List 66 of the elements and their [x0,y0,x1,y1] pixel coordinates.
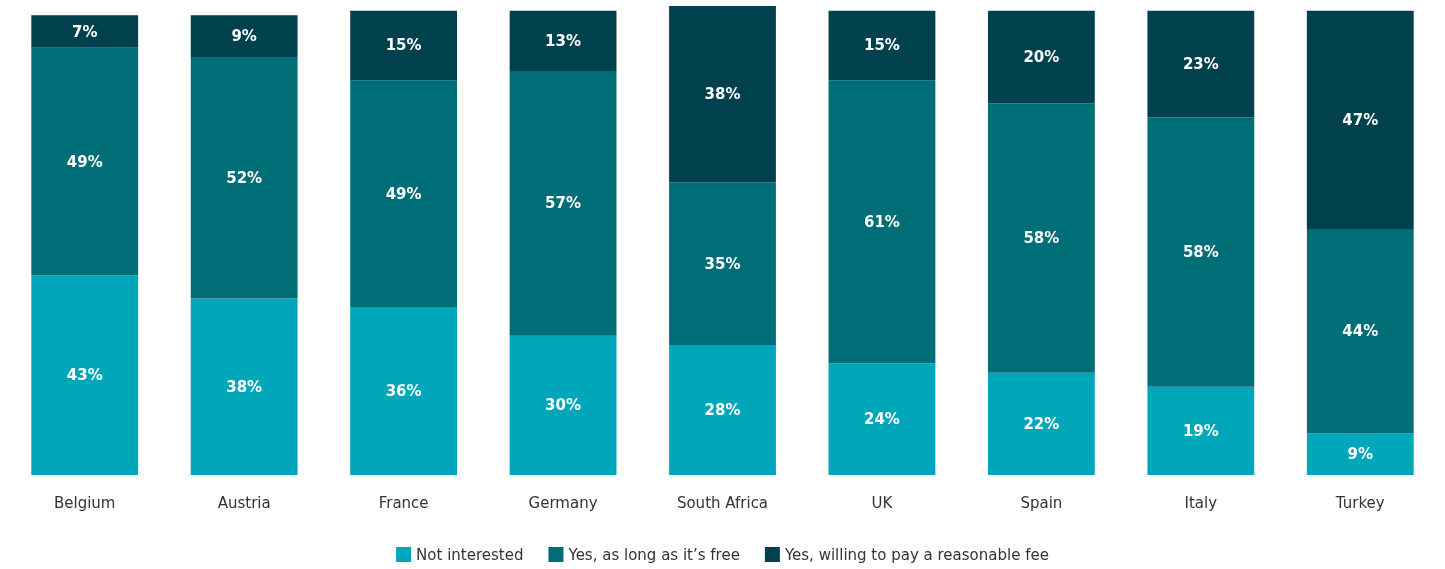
data-label: 47% [1342,110,1379,129]
data-label: 43% [66,366,103,385]
bar [669,6,776,183]
bar [350,80,458,308]
x-tick-label: France [378,493,429,512]
bar [190,57,298,299]
data-label: 58% [1182,243,1219,262]
x-tick-label: Germany [528,493,598,512]
x-tick-label: Turkey [1334,493,1385,512]
bar [828,10,936,81]
bar [350,10,458,81]
x-tick-label: Italy [1184,493,1218,512]
data-label: 44% [1342,322,1379,341]
data-label: 38% [704,85,741,104]
data-label: 7% [71,22,98,41]
data-label: 38% [226,377,263,396]
bar [1306,228,1414,434]
bar [1147,117,1255,387]
bar [190,15,298,58]
legend-label: Yes, as long as it’s free [567,545,740,564]
data-label: 15% [863,36,900,55]
data-label: 15% [385,36,422,55]
data-label: 61% [863,212,900,231]
bar [31,47,139,276]
x-tick-label: Spain [1020,493,1063,512]
data-label: 58% [1023,229,1060,248]
bar [669,344,776,475]
x-tick-label: UK [871,493,894,512]
bar [1147,10,1255,118]
data-label: 49% [66,152,103,171]
bar [509,10,617,72]
data-label: 52% [226,168,263,187]
data-label: 13% [545,31,582,50]
bar [190,298,298,475]
data-label: 9% [231,27,257,46]
legend-label: Not interested [416,545,524,564]
legend-label: Yes, willing to pay a reasonable fee [783,545,1049,564]
bar [350,307,458,475]
bar [31,275,139,475]
x-tick-label: Austria [217,493,271,512]
data-label: 9% [1347,445,1374,464]
data-label: 28% [704,400,741,419]
data-label: 35% [704,254,741,273]
bar [509,335,617,475]
bar [669,182,776,345]
bar [987,103,1095,373]
data-label: 23% [1182,55,1219,74]
data-label: 49% [385,185,422,204]
bar [987,10,1095,104]
bar [1306,433,1414,475]
bar [1306,10,1414,229]
bar [987,372,1095,475]
data-label: 22% [1023,414,1060,433]
data-label: 30% [545,396,582,415]
bar [31,15,139,48]
bar [509,71,617,336]
bar [828,363,936,475]
x-tick-label: South Africa [676,493,769,512]
bar [828,80,936,364]
data-label: 19% [1182,421,1219,440]
bar [1147,386,1255,475]
data-label: 24% [863,410,900,429]
data-label: 36% [385,382,422,401]
data-label: 57% [545,194,582,213]
x-tick-label: Belgium [53,493,116,512]
data-label: 20% [1023,48,1060,67]
